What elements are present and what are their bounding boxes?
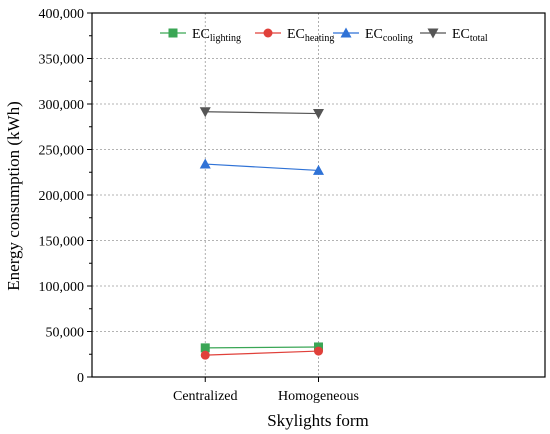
legend-marker-total [427,28,439,39]
y-tick-label: 300,000 [39,98,85,113]
legend-item-lighting: EClighting [160,27,241,44]
x-axis-title: Skylights form [267,411,369,430]
grid-lines [92,13,545,377]
data-point-total [313,109,324,120]
x-tick-label: Homogeneous [278,389,359,404]
series-layer [199,107,324,360]
data-point-total [199,107,211,118]
series-total [199,107,324,120]
legend-item-heating: ECheating [255,27,334,44]
legend-item-total: ECtotal [420,27,488,44]
data-point-cooling [199,158,211,169]
series-line-heating [205,350,319,356]
series-line-lighting [205,346,319,349]
y-tick-label: 100,000 [39,280,85,295]
series-line-cooling [205,163,319,172]
x-tick-label: Centralized [173,389,238,404]
data-point-cooling [313,164,324,175]
legend-label-lighting: EClighting [192,27,241,44]
y-tick-label: 350,000 [39,53,85,68]
data-point-lighting [200,343,210,353]
legend-marker-heating [263,28,273,38]
x-tick-labels: Centralized Homogeneous [173,389,359,404]
y-tick-label: 250,000 [39,144,85,159]
y-axis-title: Energy consumption (kWh) [4,101,23,290]
legend-marker-cooling [340,27,352,38]
legend-label-cooling: ECcooling [365,27,413,44]
series-line-total [205,111,319,115]
y-tick-label: 400,000 [39,7,85,22]
y-tick-label: 50,000 [46,326,85,341]
legend-label-total: ECtotal [452,27,488,44]
y-tick-label: 150,000 [39,235,85,250]
series-heating [200,346,323,360]
data-point-heating [314,346,323,356]
y-tick-label: 0 [77,371,84,386]
axes [87,12,546,382]
y-tick-label: 200,000 [39,189,85,204]
legend-marker-lighting [168,28,178,38]
legend-label-heating: ECheating [287,27,334,44]
data-point-heating [200,350,210,360]
series-cooling [199,158,324,175]
legend-item-cooling: ECcooling [333,27,413,44]
legend: EClighting ECheating ECcooling ECtotal [160,27,488,44]
series-lighting [200,342,323,353]
y-tick-labels: 0 50,000 100,000 150,000 200,000 250,000 300,0… [39,7,85,386]
